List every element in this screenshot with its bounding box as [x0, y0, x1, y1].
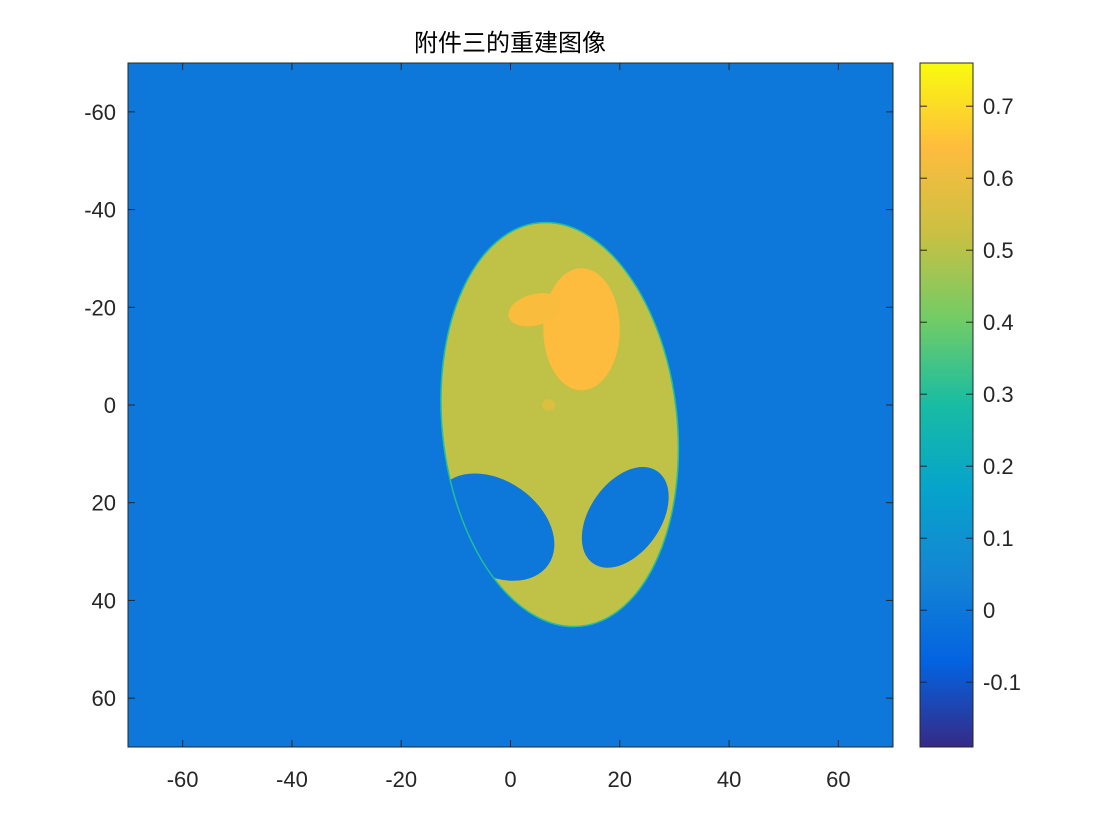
- region-head-edge: [440, 221, 680, 628]
- region-small-bright: [508, 293, 562, 327]
- x-tick-label: 60: [826, 767, 850, 792]
- x-tick-label: 0: [504, 767, 516, 792]
- colorbar-tick-label: 0.1: [983, 526, 1014, 551]
- colorbar-tick-label: 0.6: [983, 166, 1014, 191]
- chart-title: 附件三的重建图像: [414, 29, 606, 57]
- colorbar-tick-label: -0.1: [983, 670, 1021, 695]
- y-tick-label: 20: [92, 491, 116, 516]
- x-axis: -60 -40 -20 0 20 40 60: [167, 63, 851, 792]
- x-tick-label: 20: [608, 767, 632, 792]
- region-right-eye: [581, 467, 669, 568]
- y-tick-label: -60: [84, 100, 116, 125]
- heatmap-image: [128, 63, 893, 747]
- colorbar-tick-label: 0.5: [983, 238, 1014, 263]
- colorbar: [919, 62, 974, 748]
- y-tick-label: 40: [92, 588, 116, 613]
- colorbar-tick-label: 0.4: [983, 310, 1014, 335]
- x-tick-label: 40: [717, 767, 741, 792]
- x-tick-label: -20: [385, 767, 417, 792]
- colorbar-tick-label: 0.2: [983, 454, 1014, 479]
- colorbar-tick-label: 0.3: [983, 382, 1014, 407]
- x-tick-label: -40: [276, 767, 308, 792]
- colorbar-tick-label: 0: [983, 598, 995, 623]
- colorbar-tick-label: 0.7: [983, 94, 1014, 119]
- x-tick-label: -60: [167, 767, 199, 792]
- y-axis: -60 -40 -20 0 20 40 60: [84, 100, 893, 711]
- y-tick-label: -20: [84, 295, 116, 320]
- region-left-eye: [433, 473, 555, 581]
- region-upper-bright: [543, 268, 620, 391]
- y-tick-label: -40: [84, 198, 116, 223]
- y-tick-label: 0: [104, 393, 116, 418]
- colorbar-axis: 0.7 0.6 0.5 0.4 0.3 0.2 0.1 0 -0.1: [920, 94, 1021, 695]
- y-tick-label: 60: [92, 686, 116, 711]
- region-dot: [542, 399, 556, 411]
